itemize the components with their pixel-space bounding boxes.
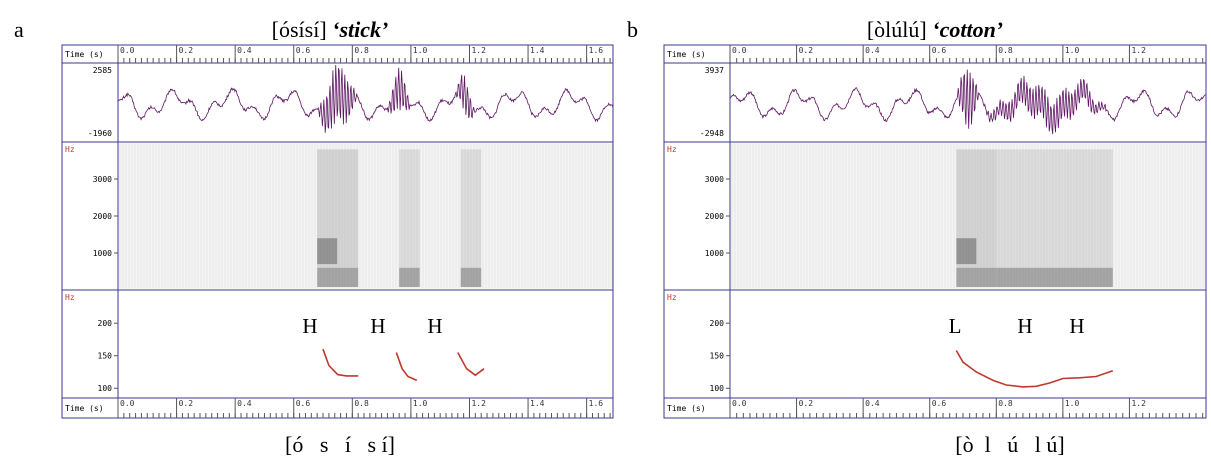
- panel-frame: [663, 44, 1207, 419]
- spec-tick-label: 2000: [93, 212, 112, 221]
- tone-label: H: [370, 314, 385, 338]
- time-axis-title: Time (s): [65, 50, 104, 59]
- time-tick-label: 0.8: [354, 46, 369, 55]
- time-tick-label: 1.0: [413, 46, 428, 55]
- time-tick-label: 0.2: [179, 46, 194, 55]
- panel-label: b: [627, 17, 638, 42]
- tone-label: L: [949, 314, 962, 338]
- time-tick-label: 1.4: [530, 46, 545, 55]
- time-tick-label: 0.6: [296, 46, 311, 55]
- pitch-unit: Hz: [667, 293, 677, 302]
- tone-label: H: [1069, 314, 1084, 338]
- transcription: [ó s í s í]: [285, 432, 395, 457]
- time-tick-label: 0.6: [932, 46, 947, 55]
- time-tick-label: 0.4: [237, 46, 252, 55]
- time-tick-label: 0.2: [179, 399, 194, 408]
- energy: [460, 267, 482, 287]
- energy: [956, 238, 977, 265]
- tone-label: H: [302, 314, 317, 338]
- time-tick-label: 1.0: [1065, 46, 1080, 55]
- energy: [996, 149, 1113, 268]
- title-word: [òlúlú]: [867, 17, 927, 42]
- pitch-track: [955, 350, 1114, 388]
- time-tick-label: 1.6: [589, 46, 604, 55]
- amp-min: -1960: [88, 129, 112, 138]
- spec-tick-label: 1000: [93, 249, 112, 258]
- energy: [399, 267, 420, 287]
- time-tick-label: 1.2: [471, 399, 486, 408]
- time-axis-title: Time (s): [65, 404, 104, 413]
- pitch-tick-label: 150: [710, 352, 725, 361]
- amp-max: 3937: [705, 66, 724, 75]
- time-tick-label: 0.4: [237, 399, 252, 408]
- spec-tick-label: 1000: [705, 249, 724, 258]
- time-tick-label: 0.8: [998, 399, 1013, 408]
- time-tick-label: 0.2: [799, 46, 814, 55]
- energy: [996, 267, 1113, 287]
- pitch-track: [457, 352, 485, 377]
- panel-title: [òlúlú] ‘cotton’: [867, 17, 1003, 42]
- time-tick-label: 1.2: [1131, 46, 1146, 55]
- spec-unit: Hz: [65, 145, 75, 154]
- spec-tick-label: 3000: [93, 175, 112, 184]
- waveform: [729, 69, 1206, 135]
- pitch-tick-label: 200: [98, 319, 113, 328]
- time-tick-label: 0.6: [932, 399, 947, 408]
- time-tick-label: 1.2: [1131, 399, 1146, 408]
- time-tick-label: 0.0: [120, 46, 135, 55]
- amp-min: -2948: [700, 129, 724, 138]
- tone-label: H: [427, 314, 442, 338]
- time-axis-title: Time (s): [667, 404, 706, 413]
- time-tick-label: 1.0: [1065, 399, 1080, 408]
- time-tick-label: 1.2: [471, 46, 486, 55]
- time-tick-label: 0.6: [296, 399, 311, 408]
- time-tick-label: 1.6: [589, 399, 604, 408]
- tone-label: H: [1017, 314, 1032, 338]
- time-tick-label: 0.0: [120, 399, 135, 408]
- time-tick-label: 1.4: [530, 399, 545, 408]
- title-word: [ósísí]: [272, 17, 327, 42]
- energy: [399, 149, 420, 268]
- time-tick-label: 0.4: [865, 399, 880, 408]
- panel-frame: [61, 44, 614, 419]
- energy: [317, 238, 338, 265]
- time-tick-label: 1.0: [413, 399, 428, 408]
- energy: [317, 267, 359, 287]
- time-tick-label: 0.0: [732, 46, 747, 55]
- panel-label: a: [14, 17, 24, 42]
- pitch-tick-label: 100: [710, 384, 725, 393]
- pitch-tick-label: 200: [710, 319, 725, 328]
- pitch-track: [395, 352, 418, 382]
- panel-title: [ósísí] ‘stick’: [272, 17, 389, 42]
- time-axis-title: Time (s): [667, 50, 706, 59]
- energy: [460, 149, 482, 268]
- time-tick-label: 0.8: [998, 46, 1013, 55]
- pitch-tick-label: 100: [98, 384, 113, 393]
- time-tick-label: 0.4: [865, 46, 880, 55]
- pitch-unit: Hz: [65, 293, 75, 302]
- pitch-track: [322, 348, 359, 377]
- time-tick-label: 0.8: [354, 399, 369, 408]
- pitch-tick-label: 150: [98, 352, 113, 361]
- title-gloss: ‘cotton’: [932, 17, 1003, 42]
- spec-tick-label: 3000: [705, 175, 724, 184]
- spec-tick-label: 2000: [705, 212, 724, 221]
- title-gloss: ‘stick’: [332, 17, 388, 42]
- amp-max: 2585: [93, 66, 112, 75]
- time-tick-label: 0.0: [732, 399, 747, 408]
- energy: [956, 267, 997, 287]
- spec-unit: Hz: [667, 145, 677, 154]
- time-tick-label: 0.2: [799, 399, 814, 408]
- waveform: [117, 65, 614, 133]
- transcription: [ò l ú l ú]: [955, 432, 1064, 457]
